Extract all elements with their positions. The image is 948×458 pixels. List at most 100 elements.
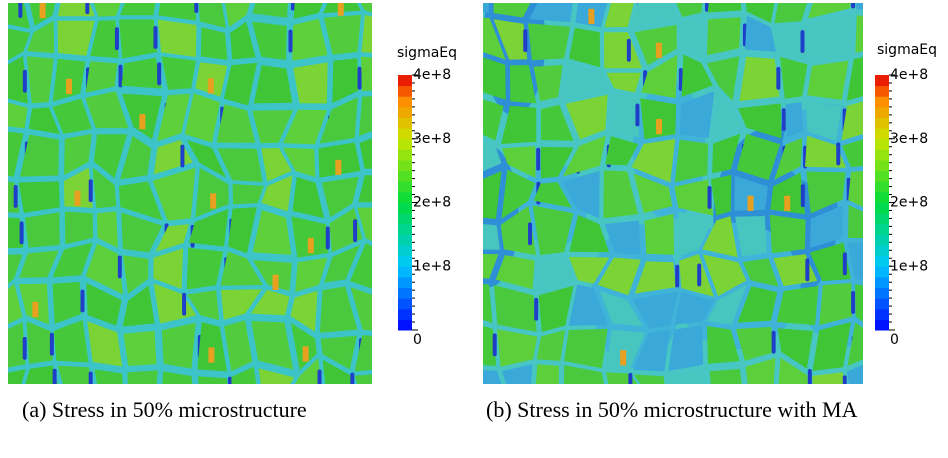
colorbar-tick-label: 1e+8 bbox=[890, 258, 928, 274]
stress-peak bbox=[588, 9, 594, 24]
grain-gap bbox=[85, 0, 89, 14]
grain-gap bbox=[89, 179, 93, 202]
colorbar-band bbox=[875, 203, 889, 214]
colorbar-band bbox=[398, 139, 412, 150]
grain-gap bbox=[182, 293, 186, 316]
stress-peak bbox=[208, 78, 214, 93]
grain-gap bbox=[89, 371, 93, 394]
colorbar-band bbox=[398, 245, 412, 256]
grain bbox=[361, 57, 388, 91]
colorbar-band bbox=[875, 288, 889, 299]
colorbar-band bbox=[875, 139, 889, 150]
colorbar-band bbox=[875, 298, 889, 309]
colorbar-band bbox=[398, 192, 412, 203]
grain bbox=[119, 20, 157, 59]
grain bbox=[528, 23, 570, 60]
colorbar-band bbox=[398, 181, 412, 192]
grain-gap bbox=[782, 108, 786, 131]
stress-peak bbox=[208, 347, 214, 362]
stress-peak bbox=[40, 3, 46, 18]
colorbar-band bbox=[398, 107, 412, 118]
caption: (a) Stress in 50% microstructure bbox=[22, 395, 382, 425]
colorbar-band bbox=[398, 234, 412, 245]
grain-gap bbox=[843, 252, 847, 275]
colorbar-tick-label: 2e+8 bbox=[413, 195, 451, 211]
grain-gap bbox=[800, 30, 804, 53]
colorbar-band bbox=[875, 213, 889, 224]
colorbar-band bbox=[875, 75, 889, 86]
grain-gap bbox=[385, 342, 389, 365]
grain bbox=[162, 323, 196, 369]
grain-gap bbox=[697, 264, 701, 287]
grain-gap bbox=[528, 222, 532, 245]
grain-gap bbox=[870, 65, 874, 88]
stress-peak bbox=[66, 79, 72, 94]
grain-gap bbox=[115, 27, 119, 50]
colorbar-band bbox=[398, 266, 412, 277]
grain-gap bbox=[536, 148, 540, 171]
stress-peak bbox=[335, 160, 341, 175]
stress-peak bbox=[74, 191, 80, 206]
colorbar-band bbox=[398, 118, 412, 129]
stress-peak bbox=[372, 226, 378, 241]
colorbar-band bbox=[875, 96, 889, 107]
grain-gap bbox=[353, 219, 357, 242]
grain-gap bbox=[153, 26, 157, 49]
colorbar-band bbox=[398, 203, 412, 214]
colorbar-band bbox=[398, 309, 412, 320]
grain-gap bbox=[53, 369, 57, 392]
grain bbox=[675, 140, 708, 183]
colorbar-band bbox=[875, 107, 889, 118]
grain bbox=[471, 0, 489, 13]
grain-gap bbox=[326, 226, 330, 249]
stress-peak bbox=[210, 193, 216, 208]
colorbar-band bbox=[875, 309, 889, 320]
colorbar-band bbox=[875, 86, 889, 97]
stress-peak bbox=[864, 34, 870, 49]
page: sigmaEq01e+82e+83e+84e+8sigmaEq01e+82e+8… bbox=[0, 0, 948, 458]
stress-field bbox=[0, 0, 394, 408]
grain-gap bbox=[80, 290, 84, 313]
stress-peak bbox=[656, 43, 662, 58]
grain-gap bbox=[708, 186, 712, 209]
colorbar-tick-label: 2e+8 bbox=[890, 195, 928, 211]
colorbar-band bbox=[398, 128, 412, 139]
colorbar-band bbox=[398, 160, 412, 171]
grain-gap bbox=[18, 0, 22, 18]
colorbar-band bbox=[398, 149, 412, 160]
colorbar-band bbox=[398, 277, 412, 288]
grain-gap bbox=[635, 103, 639, 126]
grain-gap bbox=[20, 221, 24, 244]
grain bbox=[708, 0, 742, 13]
stress-peak bbox=[308, 238, 314, 253]
stress-field bbox=[458, 0, 907, 410]
colorbar-title: sigmaEq bbox=[877, 42, 937, 58]
colorbar-band bbox=[875, 149, 889, 160]
colorbar-band bbox=[875, 245, 889, 256]
colorbar-tick-label: 3e+8 bbox=[890, 131, 928, 147]
grain-gap bbox=[675, 265, 679, 288]
grain bbox=[120, 0, 158, 15]
colorbar-band bbox=[875, 118, 889, 129]
caption: (b) Stress in 50% microstructure with MA bbox=[486, 395, 926, 425]
grain-gap bbox=[288, 30, 292, 53]
grain-gap bbox=[493, 333, 497, 356]
grain-gap bbox=[350, 373, 354, 396]
colorbar-band bbox=[875, 319, 889, 330]
colorbar-band bbox=[875, 224, 889, 235]
grain bbox=[124, 331, 157, 366]
stress-peak bbox=[620, 350, 626, 365]
grain-gap bbox=[194, 0, 198, 13]
grain-gap bbox=[851, 0, 855, 8]
grain-gap bbox=[627, 39, 631, 62]
grain bbox=[807, 61, 848, 100]
colorbar-band bbox=[398, 256, 412, 267]
grain-gap bbox=[851, 291, 855, 314]
stress-peak bbox=[32, 302, 38, 317]
stress-peak bbox=[338, 1, 344, 16]
grain bbox=[770, 215, 806, 254]
colorbar-band bbox=[398, 319, 412, 330]
stress-peak bbox=[656, 119, 662, 134]
stress-peak bbox=[273, 275, 279, 290]
colorbar-band bbox=[875, 171, 889, 182]
